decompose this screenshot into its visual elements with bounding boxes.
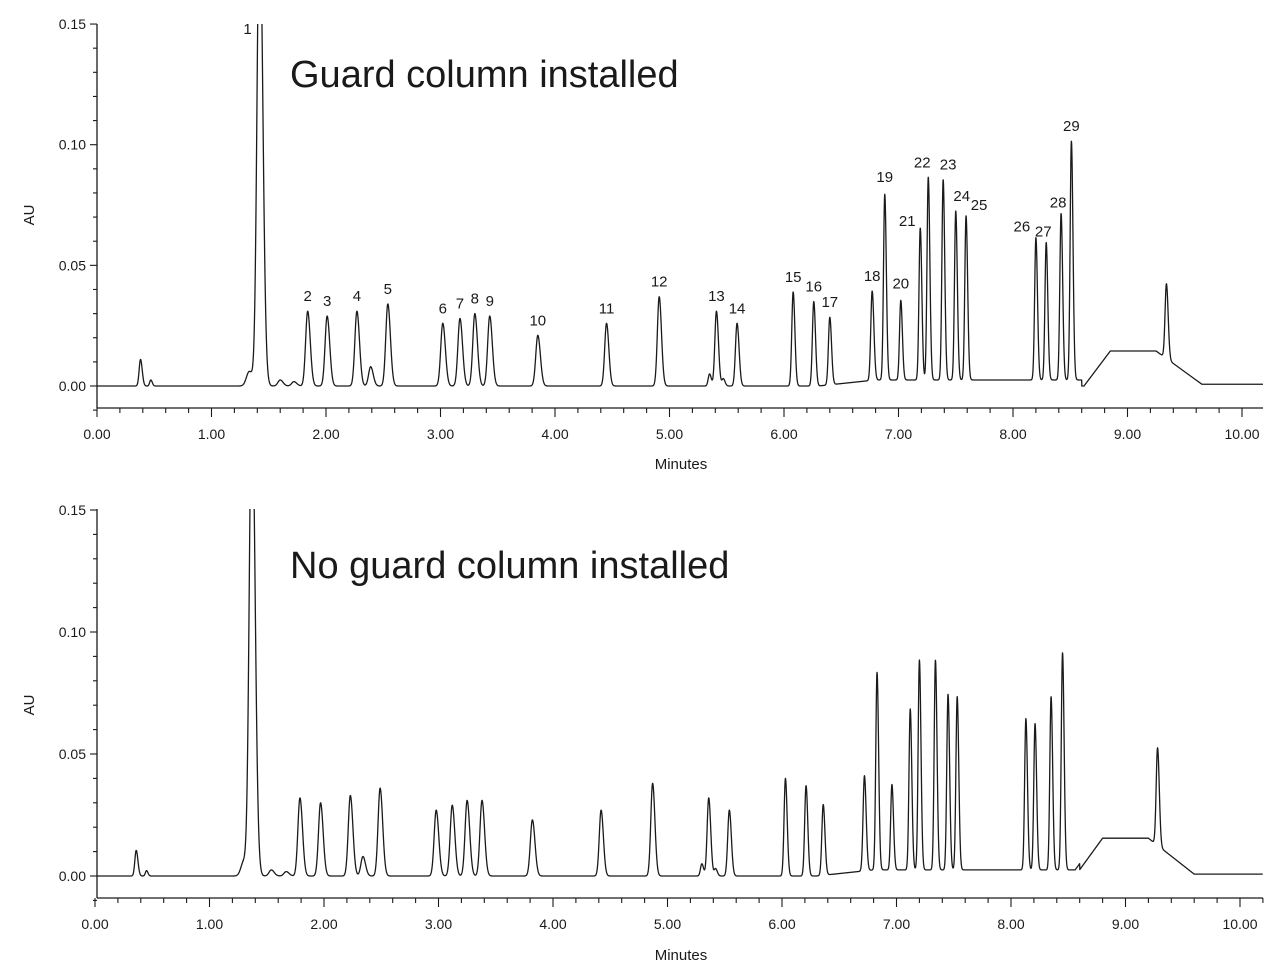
chart-title: Guard column installed	[290, 54, 679, 96]
x-tick-label: 6.00	[768, 916, 795, 932]
y-tick-label: 0.15	[59, 16, 86, 32]
peak-label: 17	[821, 294, 838, 311]
x-tick-label: 9.00	[1114, 426, 1141, 442]
x-tick-label: 2.00	[312, 426, 339, 442]
x-tick-label: 6.00	[770, 426, 797, 442]
x-tick-label: 8.00	[997, 916, 1024, 932]
x-tick-label: 5.00	[656, 426, 683, 442]
x-tick-label: 7.00	[883, 916, 910, 932]
y-tick-label: 0.15	[59, 502, 86, 518]
chromatogram-trace	[97, 24, 1263, 387]
peak-label: 7	[456, 295, 464, 312]
peak-label: 5	[384, 281, 392, 298]
x-axis-title: Minutes	[655, 456, 708, 473]
peak-label: 18	[864, 268, 881, 285]
y-tick-label: 0.05	[59, 257, 86, 273]
peak-label: 9	[486, 293, 494, 310]
peak-label: 2	[304, 288, 312, 305]
x-tick-label: 1.00	[196, 916, 223, 932]
peak-label: 8	[471, 291, 479, 308]
x-tick-label: 4.00	[541, 426, 568, 442]
peak-label: 10	[529, 312, 546, 329]
x-tick-label: 10.00	[1224, 426, 1259, 442]
peak-label: 28	[1050, 194, 1067, 211]
x-tick-label: 1.00	[198, 426, 225, 442]
peak-label: 23	[940, 157, 957, 174]
peak-label: 24	[953, 188, 970, 205]
y-tick-label: 0.00	[59, 868, 86, 884]
peak-label: 14	[729, 300, 746, 317]
peak-label: 21	[899, 213, 916, 230]
peak-label: 13	[708, 288, 725, 305]
peak-label: 1	[243, 21, 251, 38]
peak-label: 19	[876, 169, 893, 186]
chromatogram-guard-column: Guard column installed AU Minutes 0.000.…	[21, 16, 1263, 473]
peak-label: 6	[439, 300, 447, 317]
axes: 0.00 0.05 0.10 0.15 0.00 1.00 2.00 3.00 4.00 5.00…	[59, 16, 1263, 442]
chart-title: No guard column installed	[290, 545, 729, 587]
peak-label: 4	[353, 288, 361, 305]
x-tick-label: 3.00	[427, 426, 454, 442]
x-tick-label: 10.00	[1222, 916, 1257, 932]
y-axis-title: AU	[21, 205, 38, 226]
x-tick-label: 0.00	[81, 916, 108, 932]
peak-label: 29	[1063, 118, 1080, 135]
x-tick-label: 4.00	[539, 916, 566, 932]
peak-label: 26	[1014, 219, 1031, 236]
peak-label: 16	[805, 279, 822, 296]
y-tick-label: 0.00	[59, 378, 86, 394]
peak-label: 20	[892, 275, 909, 292]
x-tick-label: 8.00	[999, 426, 1026, 442]
chromatogram-trace	[97, 509, 1263, 877]
x-tick-label: 2.00	[310, 916, 337, 932]
x-tick-label: 5.00	[654, 916, 681, 932]
x-tick-label: 9.00	[1112, 916, 1139, 932]
peak-label: 11	[599, 300, 615, 317]
peak-label: 15	[785, 269, 802, 286]
x-tick-label: 0.00	[83, 426, 110, 442]
peak-label: 25	[971, 197, 988, 214]
y-tick-label: 0.05	[59, 746, 86, 762]
x-tick-label: 7.00	[885, 426, 912, 442]
y-tick-label: 0.10	[59, 624, 86, 640]
peak-label: 3	[323, 293, 331, 310]
x-axis-title: Minutes	[655, 947, 708, 964]
chromatogram-no-guard-column: No guard column installed AU Minutes 0.0…	[21, 502, 1264, 964]
peak-label: 12	[651, 274, 668, 291]
peak-label: 22	[914, 154, 931, 171]
peak-label: 27	[1035, 223, 1052, 240]
y-axis-title: AU	[21, 695, 38, 716]
axes: 0.00 0.05 0.10 0.15 0.00 1.00 2.00 3.00 4.00 5.00…	[59, 502, 1264, 932]
y-tick-label: 0.10	[59, 137, 86, 153]
x-tick-label: 3.00	[425, 916, 452, 932]
